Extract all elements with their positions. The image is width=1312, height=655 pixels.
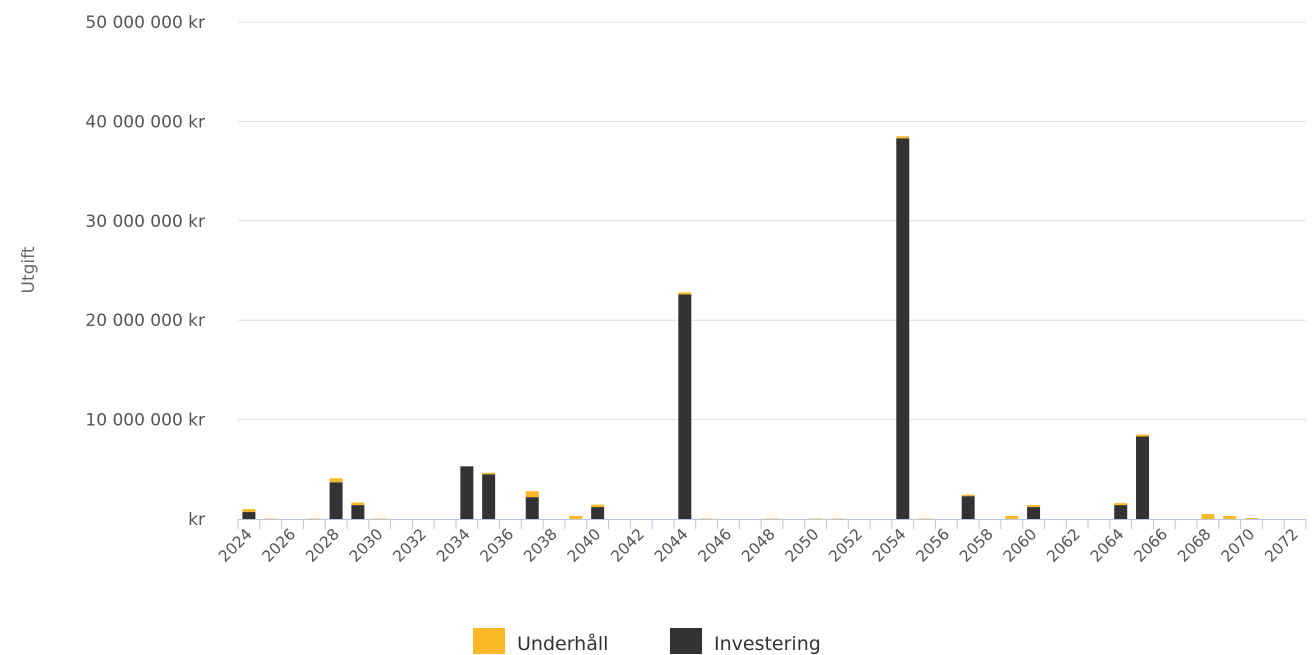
legend: Underhåll Investering: [473, 628, 821, 655]
x-tick-label: 2050: [782, 525, 823, 566]
bar-underhall-2060: [1027, 505, 1041, 508]
x-tick-label: 2048: [738, 525, 779, 566]
bar-investering-2024: [242, 512, 256, 519]
bar-investering-2057: [961, 496, 975, 519]
gridlines: [238, 21, 1306, 421]
bar-underhall-2028: [329, 478, 343, 483]
x-tick-label: 2070: [1218, 525, 1259, 566]
x-tick-label: 2030: [346, 525, 387, 566]
bar-underhall-2054: [896, 136, 910, 139]
bar-investering-2054: [896, 138, 910, 519]
bar-underhall-2057: [961, 494, 975, 497]
y-tick-label: 10 000 000 kr: [85, 411, 205, 431]
bar-underhall-2044: [678, 292, 692, 295]
bar-underhall-2040: [591, 504, 605, 508]
legend-swatch: [670, 628, 702, 654]
x-tick-label: 2066: [1131, 525, 1172, 566]
x-tick-label: 2034: [433, 525, 474, 566]
bar-underhall-2070: [1245, 518, 1259, 520]
y-tick-label: kr: [188, 510, 205, 530]
bars: [242, 136, 1259, 520]
bar-underhall-2035: [482, 472, 496, 475]
x-tick-label: 2036: [477, 525, 518, 566]
x-tick-label: 2040: [564, 525, 605, 566]
bar-underhall-2068: [1201, 514, 1215, 519]
bar-underhall-2064: [1114, 503, 1128, 506]
x-tick-label: 2062: [1043, 525, 1084, 566]
x-tick-label: 2056: [913, 525, 954, 566]
bar-investering-2037: [525, 497, 539, 519]
x-axis: 2024 2026 2028 2030 2032 2034 2036 2038 2040 2042…: [215, 519, 1307, 566]
x-tick-label: 2068: [1174, 525, 1215, 566]
bar-investering-2034: [460, 466, 474, 519]
y-axis-tick-labels: kr 10 000 000 kr 20 000 000 kr 30 000 000 k…: [85, 13, 205, 530]
legend-label: Underhåll: [517, 632, 608, 655]
bar-investering-2064: [1114, 505, 1128, 519]
bar-underhall-2029: [351, 502, 365, 506]
x-tick-label: 2044: [651, 525, 692, 566]
x-tick-label: 2032: [389, 525, 430, 566]
y-tick-label: 50 000 000 kr: [85, 13, 205, 33]
x-tick-label: 2024: [215, 525, 256, 566]
bar-underhall-2037: [525, 491, 539, 498]
bar-investering-2060: [1027, 507, 1041, 519]
bar-underhall-2069: [1223, 516, 1237, 519]
bar-underhall-2039: [569, 516, 583, 519]
bar-underhall-2059: [1005, 516, 1019, 519]
x-tick-label: 2072: [1261, 525, 1302, 566]
x-tick-label: 2058: [956, 525, 997, 566]
x-tick-label: 2046: [695, 525, 736, 566]
y-tick-label: 40 000 000 kr: [85, 112, 205, 132]
x-tick-label: 2060: [1000, 525, 1041, 566]
bar-underhall-2065: [1136, 434, 1150, 437]
x-tick-label: 2052: [825, 525, 866, 566]
bar-investering-2035: [482, 474, 496, 519]
bar-investering-2028: [329, 482, 343, 519]
y-axis-title: Utgift: [19, 246, 39, 293]
y-tick-label: 30 000 000 kr: [85, 212, 205, 232]
x-tick-label: 2038: [520, 525, 561, 566]
bar-investering-2040: [591, 507, 605, 519]
bar-underhall-2024: [242, 509, 256, 513]
bar-investering-2029: [351, 505, 365, 519]
y-tick-label: 20 000 000 kr: [85, 311, 205, 331]
x-tick-label: 2064: [1087, 525, 1128, 566]
legend-label: Investering: [714, 633, 821, 655]
bar-investering-2044: [678, 294, 692, 519]
x-tick-label: 2028: [302, 525, 343, 566]
legend-swatch: [473, 628, 505, 654]
x-tick-label: 2026: [259, 525, 300, 566]
x-tick-label: 2054: [869, 525, 910, 566]
x-tick-label: 2042: [607, 525, 648, 566]
bar-investering-2065: [1136, 436, 1150, 519]
